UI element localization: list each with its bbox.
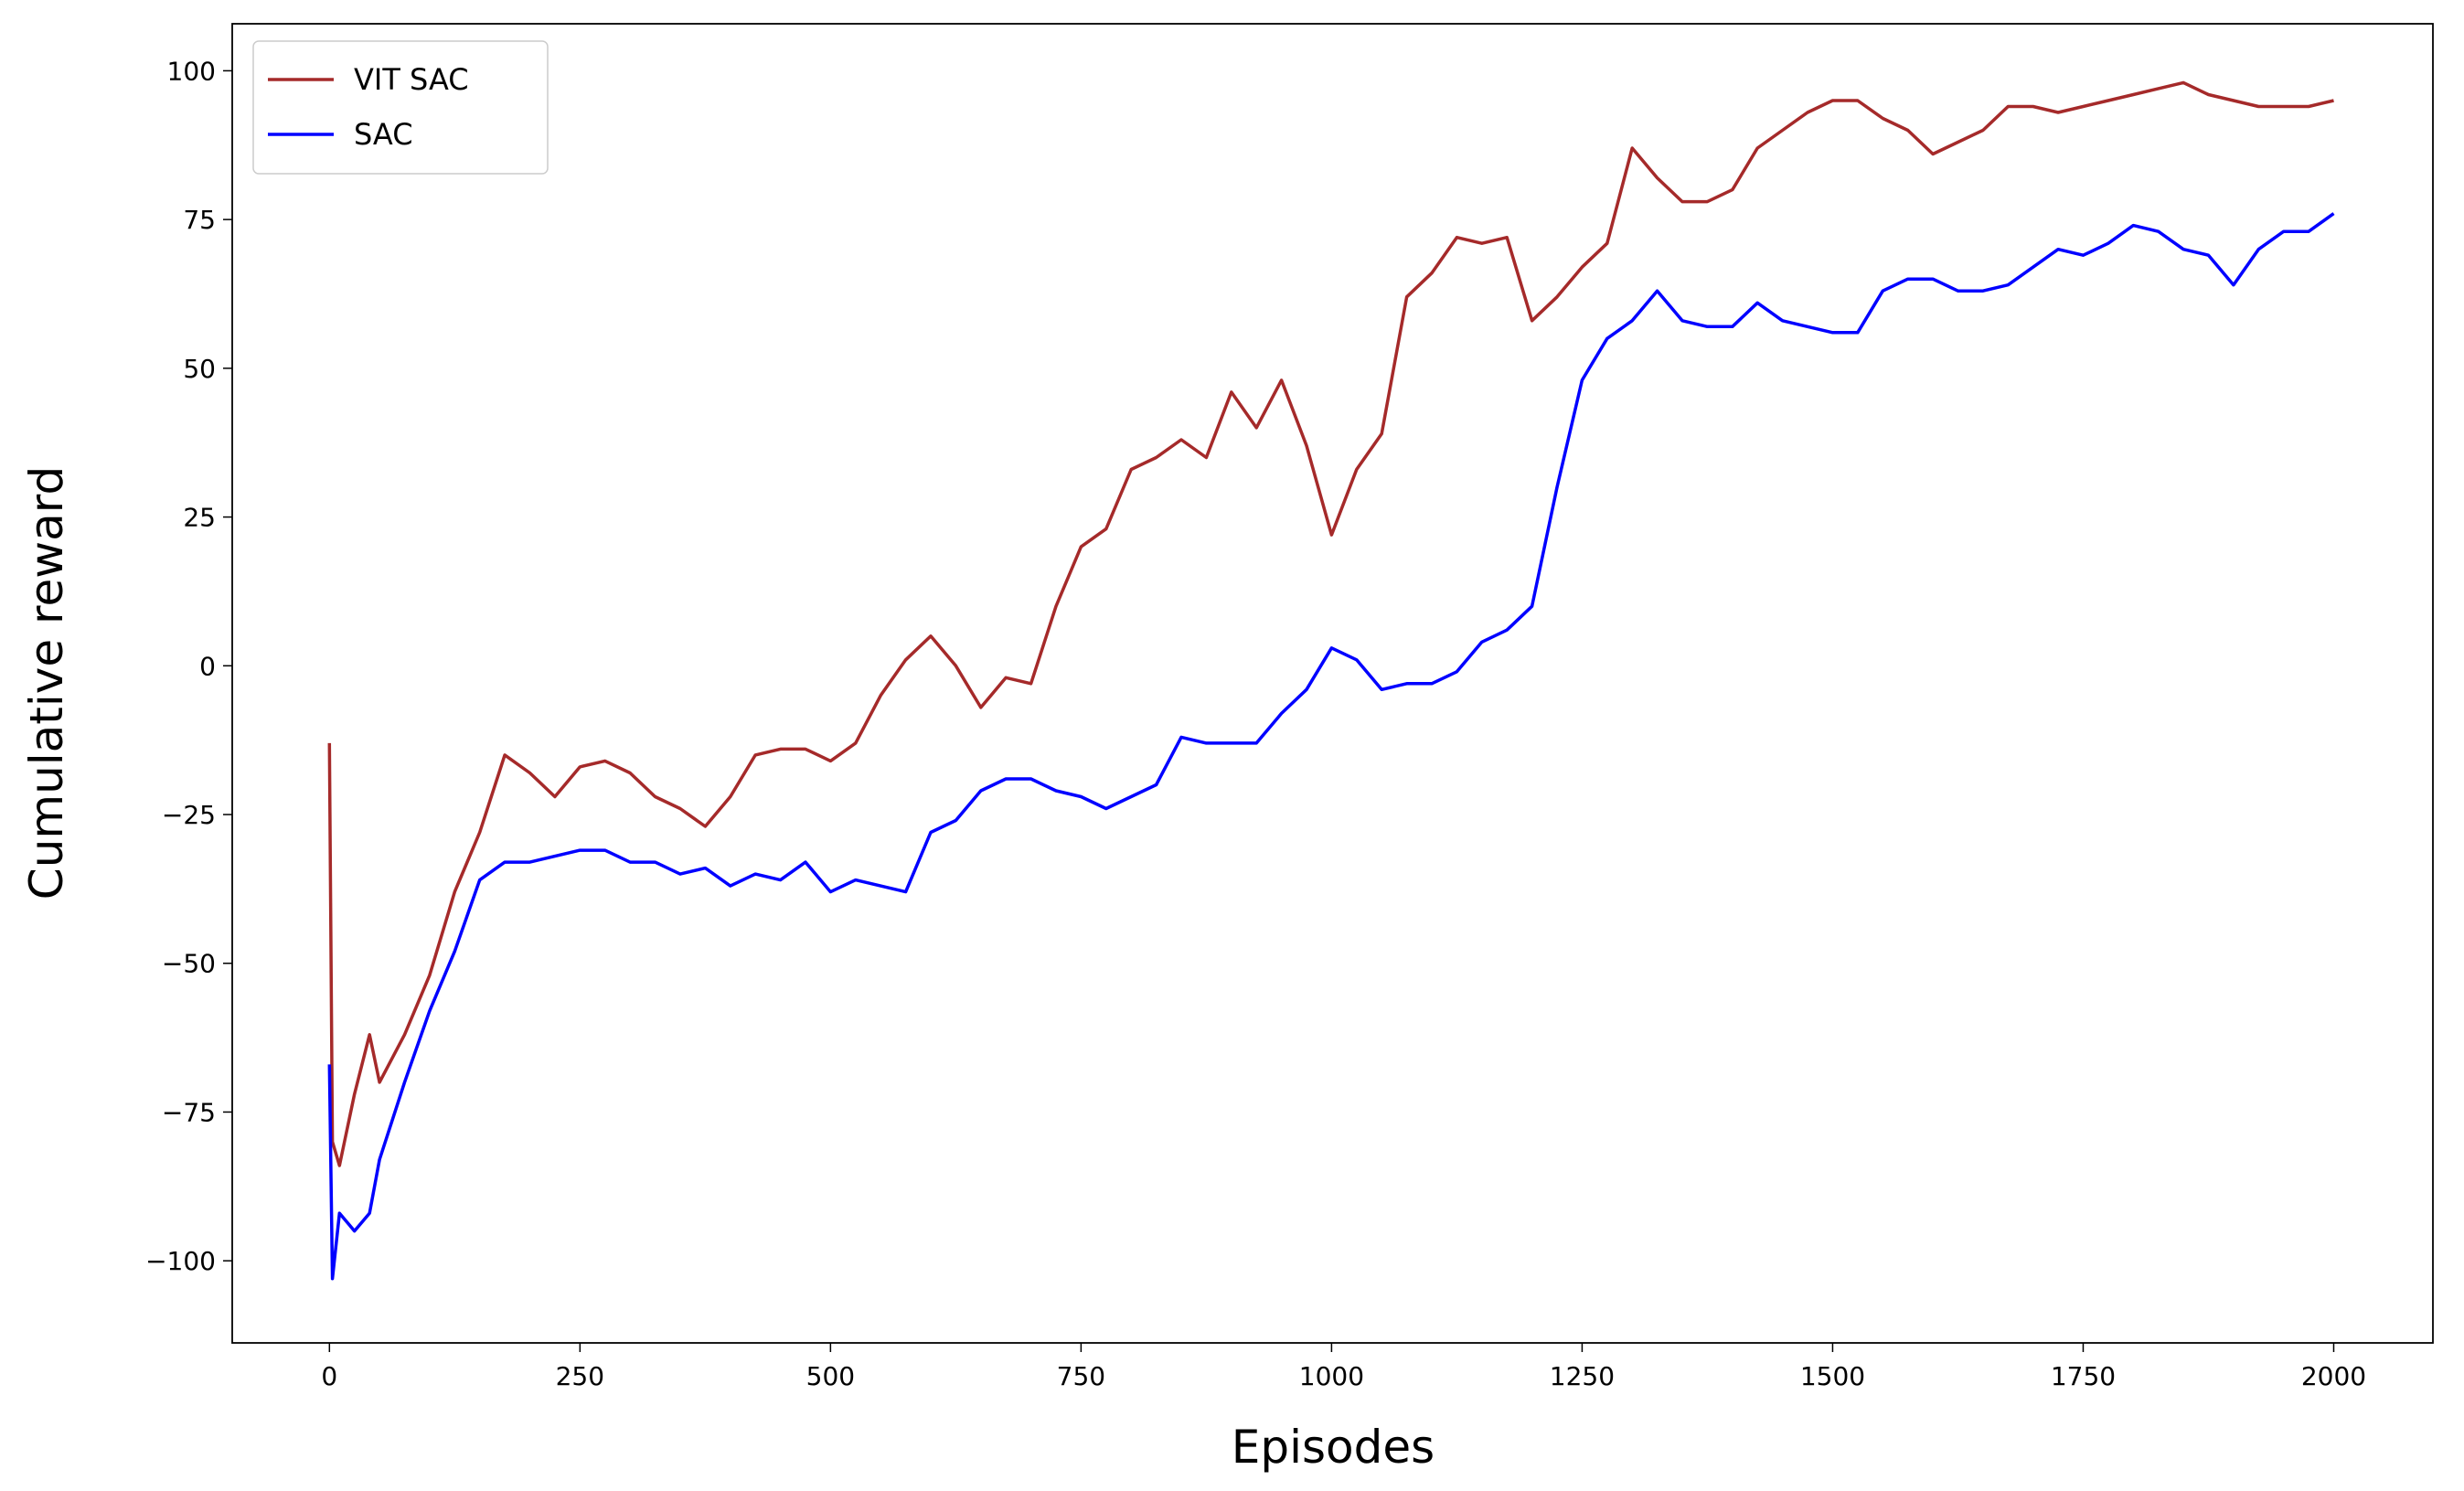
plot-frame [231, 23, 2434, 1344]
y-axis-label: Cumulative reward [20, 466, 73, 900]
legend-box [252, 40, 549, 175]
y-tick-label: −75 [162, 1097, 216, 1127]
y-tick-label: 100 [167, 56, 216, 86]
series-line [327, 80, 2334, 1167]
y-tick-label: −50 [162, 949, 216, 979]
x-tick-label: 2000 [2301, 1361, 2366, 1391]
y-tick-label: 75 [183, 205, 216, 235]
x-tick-label: 0 [321, 1361, 337, 1391]
x-tick-label: 250 [556, 1361, 604, 1391]
series-line [327, 212, 2335, 1281]
legend-label: SAC [354, 117, 413, 152]
x-tick-label: 1750 [2051, 1361, 2116, 1391]
legend-label: VIT SAC [354, 62, 469, 97]
x-tick-label: 750 [1057, 1361, 1105, 1391]
x-tick-label: 1500 [1800, 1361, 1865, 1391]
x-tick-label: 500 [806, 1361, 855, 1391]
y-tick-label: 25 [183, 503, 216, 533]
y-tick-label: −25 [162, 800, 216, 830]
x-axis-label: Episodes [1232, 1421, 1435, 1474]
y-tick-label: −100 [145, 1246, 216, 1276]
x-tick-label: 1000 [1299, 1361, 1364, 1391]
y-tick-label: 50 [183, 354, 216, 384]
y-tick-label: 0 [199, 651, 216, 681]
x-tick-label: 1250 [1550, 1361, 1615, 1391]
